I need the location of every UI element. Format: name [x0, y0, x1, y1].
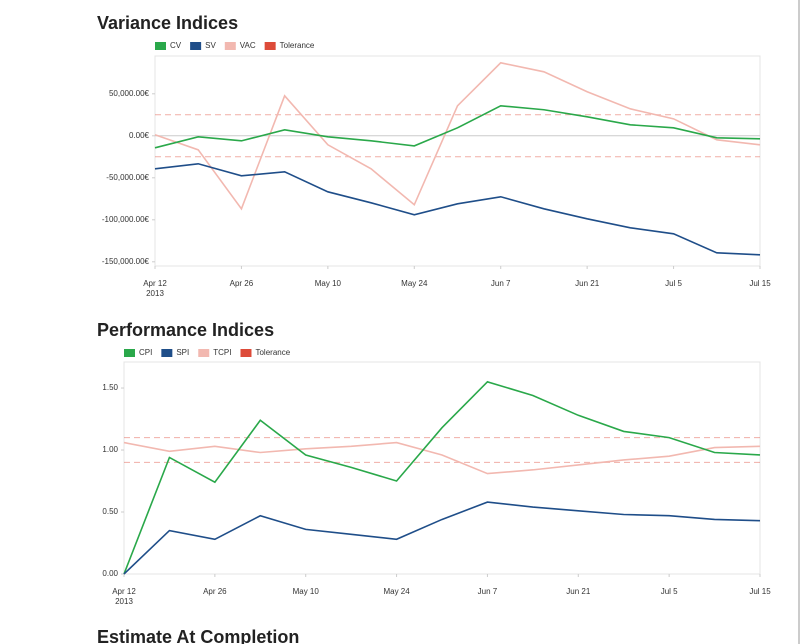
legend-label: CV	[170, 41, 182, 50]
y-tick-label: 1.00	[102, 445, 118, 454]
x-tick-label: May 24	[383, 587, 410, 596]
x-tick-label: May 10	[293, 587, 320, 596]
series-line	[123, 501, 761, 575]
plot-frame	[123, 361, 761, 575]
y-tick-label: 1.50	[102, 383, 118, 392]
legend-swatch	[198, 349, 210, 357]
chart-title: Estimate At Completion	[97, 627, 299, 644]
y-tick-label: -50,000.00€	[106, 173, 149, 182]
legend-label: CPI	[139, 348, 152, 357]
legend-label: SPI	[176, 348, 189, 357]
legend-label: TCPI	[213, 348, 231, 357]
x-tick-label: Jun 21	[575, 279, 600, 288]
y-tick-label: -150,000.00€	[102, 257, 150, 266]
x-tick-label: Jun 21	[566, 587, 591, 596]
y-tick-label: 50,000.00€	[109, 89, 150, 98]
legend-swatch	[124, 349, 135, 357]
legend-swatch	[155, 42, 166, 50]
x-tick-label: Apr 26	[203, 587, 227, 596]
series-line	[154, 104, 761, 149]
chart-title: Performance Indices	[97, 320, 274, 340]
series-line	[123, 380, 761, 575]
series-line	[154, 162, 761, 256]
x-tick-label: Apr 12	[143, 279, 167, 288]
plot-frame	[154, 55, 761, 267]
x-tick-label: Jul 5	[665, 279, 682, 288]
legend-swatch	[161, 349, 173, 357]
chart-title: Variance Indices	[97, 13, 238, 33]
y-tick-label: 0.00	[102, 569, 118, 578]
series-line	[123, 441, 761, 475]
x-tick-label: May 24	[401, 279, 428, 288]
x-tick-label: Apr 26	[230, 279, 254, 288]
y-tick-label: 0.00€	[129, 131, 150, 140]
legend-swatch	[190, 42, 202, 50]
x-tick-label: May 10	[315, 279, 342, 288]
x-tick-label: Apr 12	[112, 587, 136, 596]
x-year-label: 2013	[146, 289, 164, 298]
x-tick-label: Jun 7	[491, 279, 511, 288]
x-year-label: 2013	[115, 597, 133, 606]
legend-label: Tolerance	[280, 41, 315, 50]
legend-label: Tolerance	[255, 348, 290, 357]
x-tick-label: Jun 7	[478, 587, 498, 596]
x-tick-label: Jul 15	[749, 587, 771, 596]
legend-swatch	[240, 349, 252, 357]
x-tick-label: Jul 5	[661, 587, 678, 596]
legend-swatch	[224, 42, 236, 50]
y-tick-label: -100,000.00€	[102, 215, 150, 224]
legend-swatch	[264, 42, 276, 50]
y-tick-label: 0.50	[102, 507, 118, 516]
x-tick-label: Jul 15	[749, 279, 771, 288]
legend-label: SV	[205, 41, 216, 50]
legend-label: VAC	[240, 41, 256, 50]
series-line	[154, 61, 761, 211]
